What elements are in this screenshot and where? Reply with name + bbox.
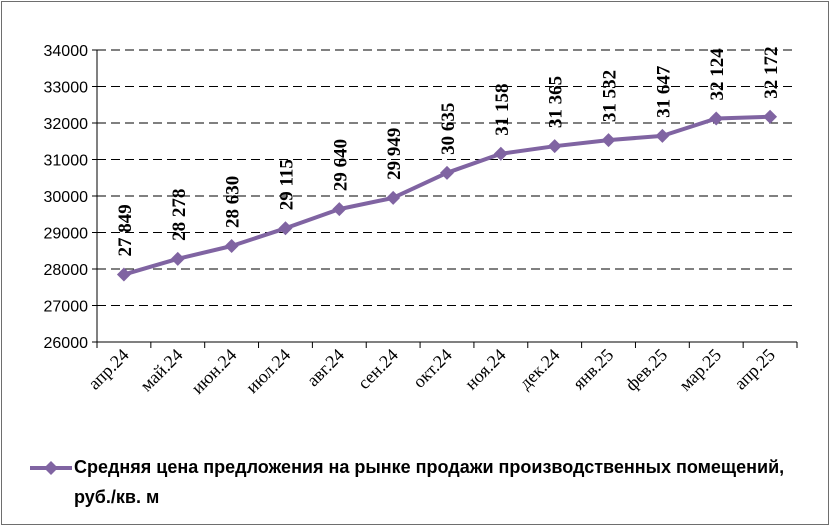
y-tick-label: 29000 — [44, 226, 89, 243]
data-label: 31 158 — [492, 83, 513, 135]
data-label: 32 172 — [761, 46, 782, 98]
data-label: 30 635 — [438, 103, 459, 155]
series-markers — [116, 109, 778, 282]
data-label: 28 630 — [223, 176, 244, 228]
data-point — [493, 146, 508, 161]
x-tick-label: дек.24 — [515, 345, 563, 393]
data-label: 29 115 — [276, 159, 297, 210]
x-tick-label: фев.25 — [621, 345, 671, 395]
data-point — [170, 251, 185, 266]
y-tick-label: 32000 — [44, 116, 89, 133]
data-point — [116, 267, 131, 282]
data-point — [601, 133, 616, 148]
data-label: 31 647 — [653, 65, 674, 118]
data-label: 31 532 — [600, 70, 621, 122]
data-label: 29 640 — [330, 139, 351, 191]
data-label: 31 365 — [546, 76, 567, 128]
legend-marker — [30, 461, 72, 475]
y-tick-label: 33000 — [44, 80, 89, 97]
data-point — [224, 239, 239, 254]
x-tick-label: янв.25 — [569, 345, 618, 394]
x-tick-label: апр.24 — [84, 345, 133, 394]
data-point — [386, 190, 401, 205]
x-tick-label: окт.24 — [409, 345, 456, 392]
data-point — [440, 165, 454, 180]
y-axis-ticks: 26000 27000 28000 29000 30000 31000 32000 33000… — [44, 43, 89, 352]
legend-label: Средняя цена предложения на рынке продаж… — [74, 457, 785, 507]
data-point — [332, 202, 347, 217]
y-tick-label: 31000 — [44, 153, 89, 170]
data-labels: 27 849 28 278 28 630 29 115 29 640 29 949 30 6… — [115, 46, 782, 256]
x-tick-label: апр.25 — [730, 345, 779, 394]
data-point — [763, 109, 778, 124]
gridlines — [97, 49, 797, 306]
data-point — [278, 221, 293, 236]
x-tick-label: авг.24 — [303, 345, 348, 390]
x-tick-label: ноя.24 — [461, 345, 510, 394]
data-label: 29 949 — [384, 128, 405, 180]
data-label: 27 849 — [115, 204, 136, 256]
y-tick-label: 27000 — [44, 299, 89, 316]
data-point — [655, 128, 670, 143]
x-tick-label: сен.24 — [354, 345, 402, 393]
x-tick-label: июл.24 — [242, 345, 294, 397]
x-tick-label: мар.25 — [675, 345, 725, 395]
y-tick-label: 26000 — [44, 335, 89, 352]
data-label: 32 124 — [707, 48, 728, 101]
x-tick-label: июн.24 — [187, 345, 240, 398]
data-label: 28 278 — [169, 189, 190, 241]
data-point — [547, 139, 562, 154]
y-tick-label: 30000 — [44, 189, 89, 206]
y-tick-label: 34000 — [44, 43, 89, 60]
y-tick-label: 28000 — [44, 262, 89, 279]
axes — [92, 49, 798, 348]
x-tick-label: май.24 — [136, 345, 186, 395]
data-point — [709, 111, 724, 126]
x-axis-ticks: апр.24 май.24 июн.24 июл.24 авг.24 сен.24 окт.… — [84, 345, 779, 398]
